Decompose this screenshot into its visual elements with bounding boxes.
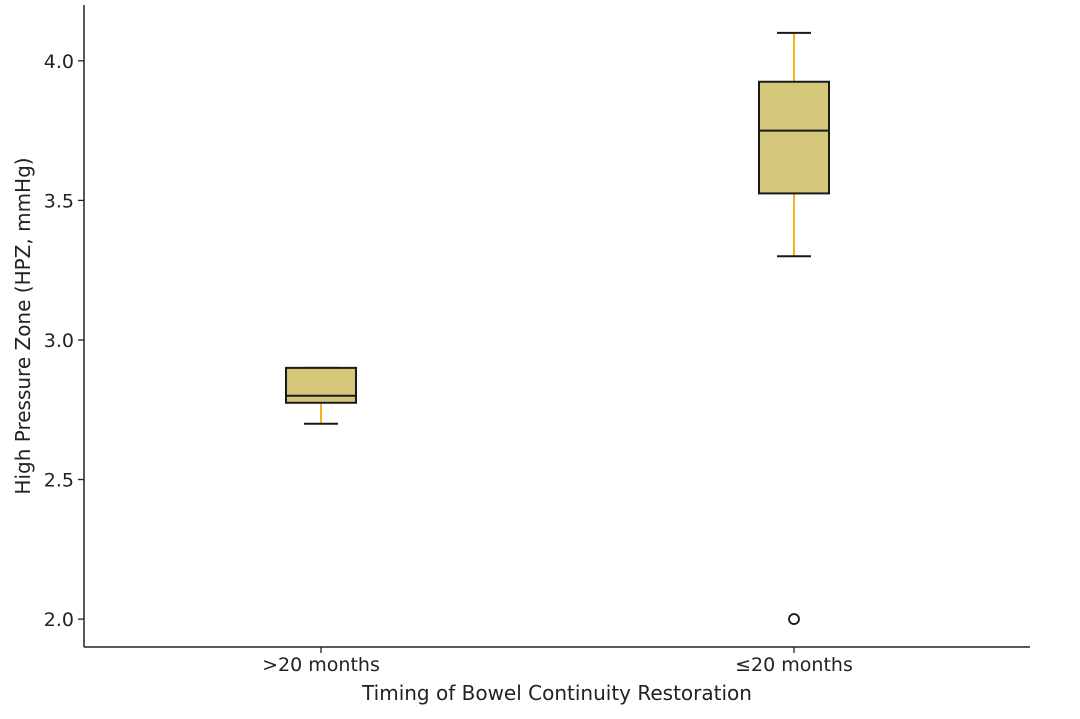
y-tick-label: 4.0 <box>44 51 74 73</box>
box-iqr <box>758 80 830 195</box>
x-tick-label: >20 months <box>262 654 380 676</box>
y-tick-label: 3.0 <box>44 330 74 352</box>
x-axis-title: Timing of Bowel Continuity Restoration <box>361 681 752 705</box>
y-tick-label: 2.0 <box>44 609 74 631</box>
y-axis-title: High Pressure Zone (HPZ, mmHg) <box>11 157 35 494</box>
outlier-point <box>788 613 800 625</box>
x-tick-label: ≤20 months <box>735 654 853 676</box>
y-tick-label: 3.5 <box>44 190 74 212</box>
box-iqr <box>285 366 357 404</box>
y-tick-label: 2.5 <box>44 470 74 492</box>
plot-area: 2.0 2.5 3.0 3.5 4.0 >20 months ≤20 months <box>44 5 1030 676</box>
